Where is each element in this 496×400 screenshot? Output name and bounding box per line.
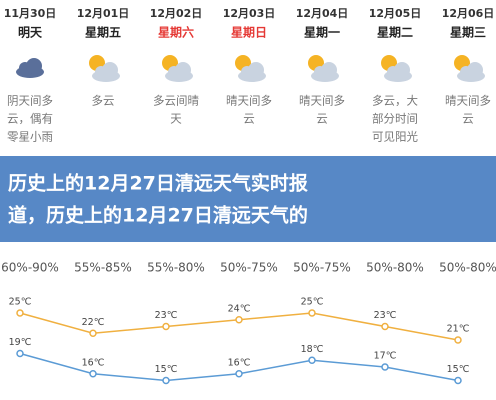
description: 晴天间多 <box>226 94 272 108</box>
cloud <box>26 58 42 74</box>
weather-icon <box>381 55 412 82</box>
description: 多云，大 <box>372 94 418 108</box>
humidity: 50%-75% <box>220 261 278 275</box>
humidity: 60%-90% <box>1 261 59 275</box>
high-temp-label: 23℃ <box>374 310 397 321</box>
cloud <box>102 62 118 78</box>
low-temp-point <box>162 376 170 385</box>
weather-icon <box>162 55 193 82</box>
description: 阴天间多 <box>7 94 53 108</box>
high-temp-point <box>381 322 389 331</box>
low-temp-label: 17℃ <box>374 351 397 362</box>
description: 零星小雨 <box>7 130 53 144</box>
humidity: 50%-80% <box>439 261 496 275</box>
date: 11月30日 <box>4 7 57 20</box>
cloud <box>248 62 264 78</box>
date: 12月02日 <box>150 7 203 20</box>
low-temp-label: 15℃ <box>447 364 470 375</box>
weekday: 星期日 <box>231 25 267 40</box>
description: 多云间晴 <box>153 94 199 108</box>
description: 云，偶有 <box>7 112 53 126</box>
description: 天 <box>170 112 182 126</box>
date: 12月01日 <box>77 7 130 20</box>
weather-icon <box>308 55 339 82</box>
high-temp-label: 24℃ <box>228 303 251 314</box>
high-temp-point <box>89 329 97 337</box>
description: 多云 <box>92 94 115 108</box>
low-temp-label: 16℃ <box>228 357 251 368</box>
high-temp-point <box>235 316 243 324</box>
weekday: 星期一 <box>304 25 340 40</box>
weekday: 星期三 <box>450 25 486 40</box>
high-temp-point <box>16 309 24 317</box>
description: 云 <box>316 112 328 126</box>
low-temp-point <box>454 376 462 385</box>
weekday: 星期五 <box>85 25 121 40</box>
description: 部分时间 <box>372 112 418 126</box>
high-temp-label: 22℃ <box>82 317 105 328</box>
low-temp-point <box>308 356 316 364</box>
cloud <box>321 62 337 78</box>
title-band <box>0 156 496 242</box>
humidity: 50%-80% <box>366 261 424 275</box>
low-temp-point <box>381 363 389 371</box>
title-line: 道，历史上的12月27日清远天气的 <box>8 204 308 227</box>
date: 12月06日 <box>442 7 495 20</box>
high-temp-label: 23℃ <box>155 310 178 321</box>
weather-icon <box>454 55 485 82</box>
weather-icon <box>89 55 120 82</box>
date: 12月04日 <box>296 7 349 20</box>
high-temp-point <box>308 309 316 317</box>
title-line: 历史上的12月27日清远天气实时报 <box>8 172 308 195</box>
weekday: 明天 <box>18 26 43 40</box>
high-temp-label: 21℃ <box>447 324 470 335</box>
weather-icon <box>235 55 266 82</box>
date: 12月05日 <box>369 7 422 20</box>
high-temp-label: 25℃ <box>301 297 324 308</box>
low-temp-point <box>235 370 243 378</box>
description: 可见阳光 <box>372 130 418 144</box>
high-temp-label: 25℃ <box>9 297 32 308</box>
description: 晴天间多 <box>445 94 491 108</box>
low-temp-label: 16℃ <box>82 357 105 368</box>
description: 晴天间多 <box>299 94 345 108</box>
low-temp-point <box>16 349 24 358</box>
cloud <box>467 62 483 78</box>
weekday: 星期六 <box>158 25 194 40</box>
high-temp-point <box>454 336 462 344</box>
low-temp-label: 19℃ <box>9 337 32 348</box>
humidity: 50%-75% <box>293 261 351 275</box>
humidity: 55%-85% <box>74 261 132 275</box>
cloud <box>394 62 410 78</box>
humidity: 55%-80% <box>147 261 205 275</box>
date: 12月03日 <box>223 7 276 20</box>
low-temp-label: 18℃ <box>301 344 324 355</box>
low-temp-point <box>89 370 97 378</box>
description: 云 <box>462 112 474 126</box>
description: 云 <box>243 112 255 126</box>
weather-icon <box>16 58 44 78</box>
high-temp-point <box>162 322 170 331</box>
weekday: 星期二 <box>377 25 413 40</box>
low-temp-label: 15℃ <box>155 364 178 375</box>
cloud <box>175 62 191 78</box>
